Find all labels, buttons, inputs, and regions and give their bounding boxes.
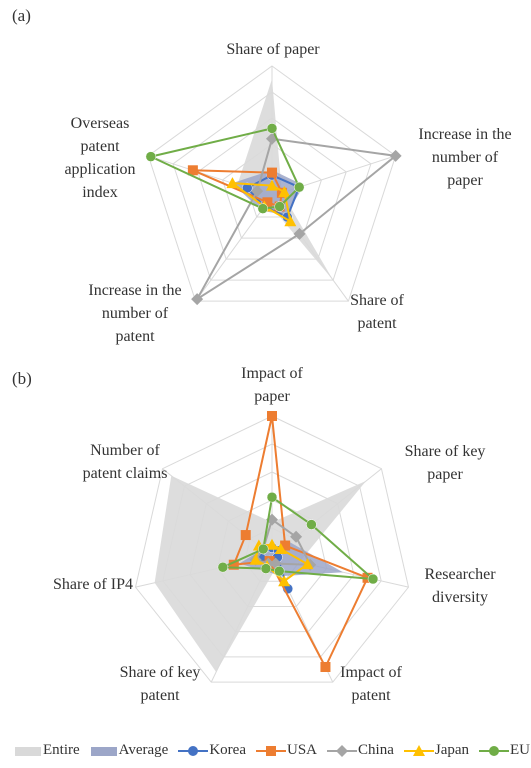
series-eu xyxy=(145,123,305,214)
legend-item-average: Average xyxy=(90,742,177,759)
legend-swatch-entire xyxy=(15,746,41,756)
point-eu-1 xyxy=(306,519,317,530)
point-usa-1 xyxy=(280,540,291,551)
legend-item-usa: USA xyxy=(256,742,325,759)
axis-label-increase-patent: Increase in the number of patent xyxy=(88,282,182,345)
point-eu-4 xyxy=(260,563,272,574)
point-japan-0 xyxy=(266,538,278,550)
series-entire xyxy=(237,79,334,281)
point-eu-0 xyxy=(266,491,278,503)
legend-item-japan: Japan xyxy=(403,742,477,759)
line-eu xyxy=(149,127,301,210)
grid-ring-5 xyxy=(134,415,410,683)
legend-label-average: Average xyxy=(118,742,169,758)
point-usa-4 xyxy=(187,165,198,176)
legend-item-china: China xyxy=(327,742,402,759)
axis-label-share-of-ip4: Share of IP4 xyxy=(53,576,133,593)
panel-label-a: (a) xyxy=(12,6,31,25)
legend-label-japan: Japan xyxy=(434,742,470,758)
point-eu-1 xyxy=(293,181,305,193)
point-china-4 xyxy=(251,185,264,198)
grid-ring-3 xyxy=(197,117,347,260)
axis-label-impact-of-patent: Impact of patent xyxy=(340,664,402,704)
legend-label-usa: USA xyxy=(287,742,318,758)
point-china-3 xyxy=(191,293,204,306)
point-usa-0 xyxy=(267,167,277,178)
point-eu-3 xyxy=(274,565,285,577)
axis-label-number-of-patent-claims: Number of patent claims xyxy=(82,442,168,482)
legend-label-china: China xyxy=(358,742,394,758)
point-japan-3 xyxy=(278,575,291,587)
point-china-1 xyxy=(389,149,402,162)
point-usa-5 xyxy=(228,559,239,570)
axis-label-overseas-index: Overseas patent application index xyxy=(64,115,136,201)
point-japan-2 xyxy=(301,558,314,570)
point-japan-0 xyxy=(266,179,278,191)
legend-marker-usa xyxy=(256,745,286,756)
legend-label-entire: Entire xyxy=(43,742,80,758)
point-japan-1 xyxy=(274,543,287,555)
point-japan-4 xyxy=(226,177,239,189)
radar-panel-0 xyxy=(145,65,402,306)
legend: Entire Average Korea USA China Japan EU xyxy=(14,742,531,759)
point-usa-3 xyxy=(320,661,331,672)
legend-item-entire: Entire xyxy=(14,742,88,759)
legend-swatch-average xyxy=(90,746,117,756)
point-japan-5 xyxy=(249,553,262,565)
point-eu-3 xyxy=(257,203,269,214)
point-japan-2 xyxy=(284,215,297,227)
series-china xyxy=(191,132,402,306)
legend-marker-china xyxy=(327,744,358,757)
axis-label-share-of-key-paper: Share of key paper xyxy=(404,443,486,483)
grid-ring-5 xyxy=(147,65,397,302)
panel-label-b: (b) xyxy=(12,369,32,388)
legend-item-korea: Korea xyxy=(178,742,254,759)
grid-ring-2 xyxy=(221,143,323,239)
point-china-1 xyxy=(290,530,303,543)
legend-label-korea: Korea xyxy=(209,742,246,758)
point-eu-4 xyxy=(145,151,157,162)
point-eu-2 xyxy=(274,201,285,212)
point-usa-6 xyxy=(240,530,251,541)
point-china-2 xyxy=(293,227,306,240)
legend-marker-eu xyxy=(479,745,510,756)
legend-label-eu: EU xyxy=(510,742,531,758)
axis-label-share-of-patent: Share of patent xyxy=(350,292,404,332)
line-china xyxy=(196,137,397,301)
point-eu-0 xyxy=(266,123,278,134)
point-japan-1 xyxy=(278,185,291,197)
series-eu xyxy=(217,491,379,585)
legend-marker-japan xyxy=(403,744,434,756)
line-eu xyxy=(221,496,375,581)
legend-item-eu: EU xyxy=(479,742,531,759)
point-usa-3 xyxy=(262,197,273,208)
area-entire xyxy=(237,79,334,281)
spoke-3 xyxy=(195,195,273,302)
axis-label-increase-paper: Increase in the number of paper xyxy=(418,126,512,189)
grid-ring-4 xyxy=(172,91,372,281)
point-usa-0 xyxy=(267,411,277,421)
point-eu-2 xyxy=(367,573,379,585)
axis-label-impact-of-paper: Impact of paper xyxy=(241,365,303,405)
axis-label-share-of-paper: Share of paper xyxy=(226,41,320,58)
axis-label-share-of-key-patent: Share of key patent xyxy=(119,664,201,704)
point-eu-5 xyxy=(217,561,229,573)
radar-panel-1 xyxy=(134,411,410,683)
legend-marker-korea xyxy=(178,745,209,756)
point-eu-6 xyxy=(257,543,269,555)
axis-label-researcher-diversity: Researcher diversity xyxy=(424,566,496,606)
